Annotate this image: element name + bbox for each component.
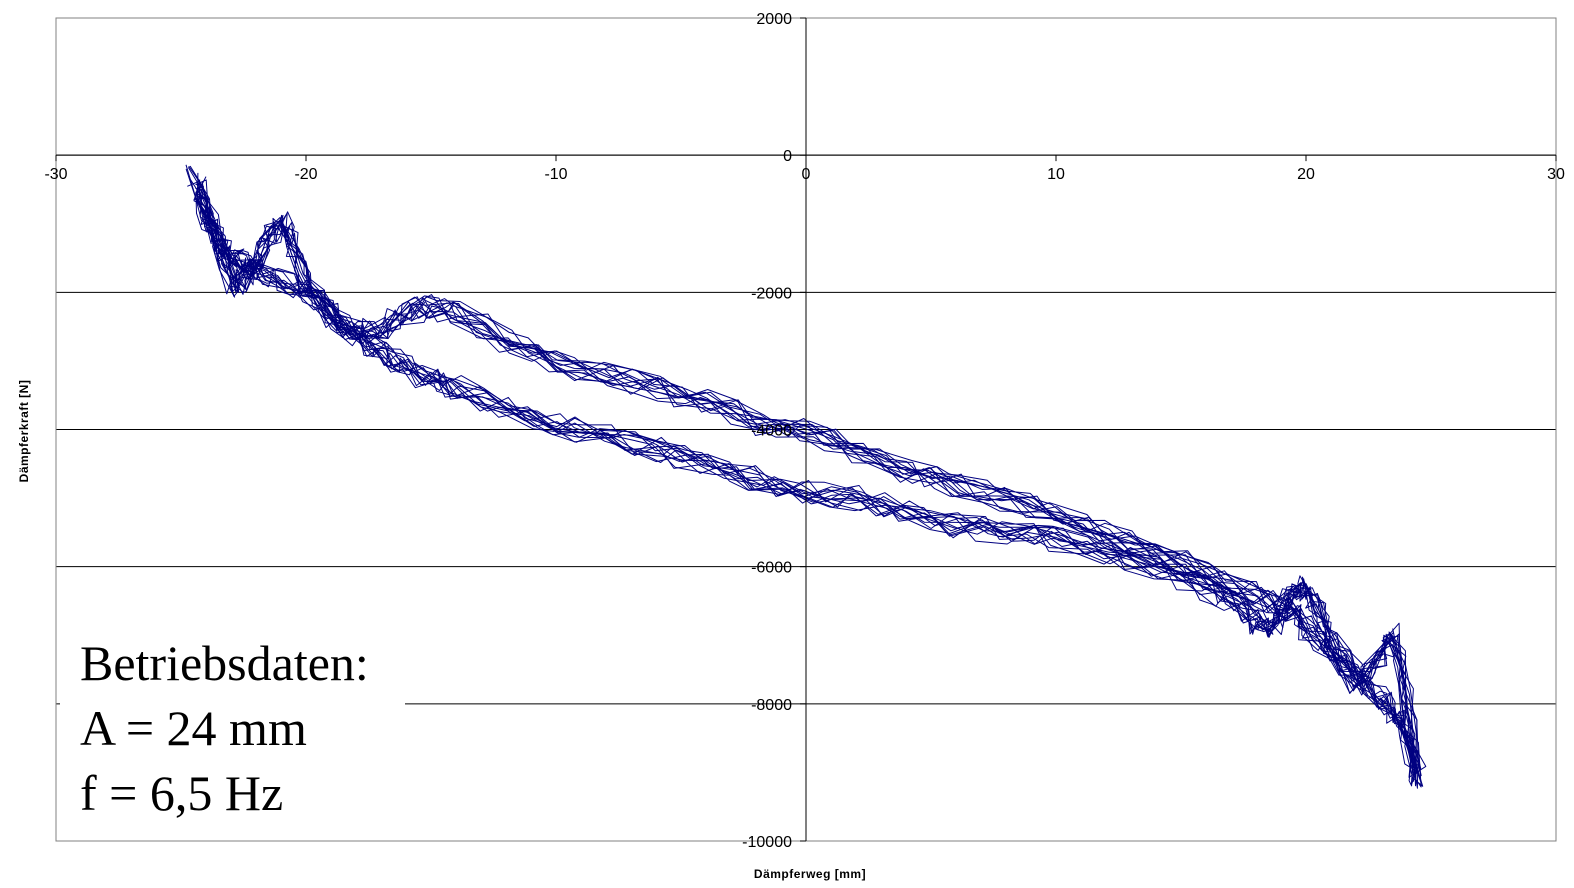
x-tick-label: 30 <box>1547 166 1565 183</box>
hysteresis-loop-series <box>197 182 1416 782</box>
hysteresis-loop-series <box>185 168 1421 767</box>
hysteresis-loop-series <box>188 165 1419 789</box>
annotation-line-1: Betriebsdaten: <box>80 635 369 691</box>
x-tick-label: 10 <box>1047 166 1065 183</box>
hysteresis-loop-series <box>188 176 1422 777</box>
y-tick-label: 2000 <box>756 11 792 28</box>
x-tick-label: -30 <box>44 166 67 183</box>
annotation-line-3: f = 6,5 Hz <box>80 765 283 821</box>
y-tick-label: -8000 <box>751 697 792 714</box>
x-tick-label: -20 <box>294 166 317 183</box>
annotation-background <box>60 615 405 830</box>
tick-labels: -30 -20 -10 0 10 20 30 2000 0 -2000 -4000 -6000 -800… <box>44 11 1565 851</box>
y-tick-label: 0 <box>783 148 792 165</box>
x-axis-title: Dämpferweg [mm] <box>754 867 866 881</box>
y-axis-title: Dämpferkraft [N] <box>17 380 31 483</box>
y-tick-label: -6000 <box>751 560 792 577</box>
annotation-line-2: A = 24 mm <box>80 700 307 756</box>
y-tick-label: -2000 <box>751 285 792 302</box>
y-tick-label: -4000 <box>751 423 792 440</box>
series-layer <box>185 164 1427 789</box>
hysteresis-loop-series <box>189 165 1422 775</box>
x-tick-label: 0 <box>802 166 811 183</box>
x-tick-label: -10 <box>544 166 567 183</box>
y-tick-label: -10000 <box>742 834 792 851</box>
x-tick-label: 20 <box>1297 166 1315 183</box>
axes <box>55 17 1557 842</box>
